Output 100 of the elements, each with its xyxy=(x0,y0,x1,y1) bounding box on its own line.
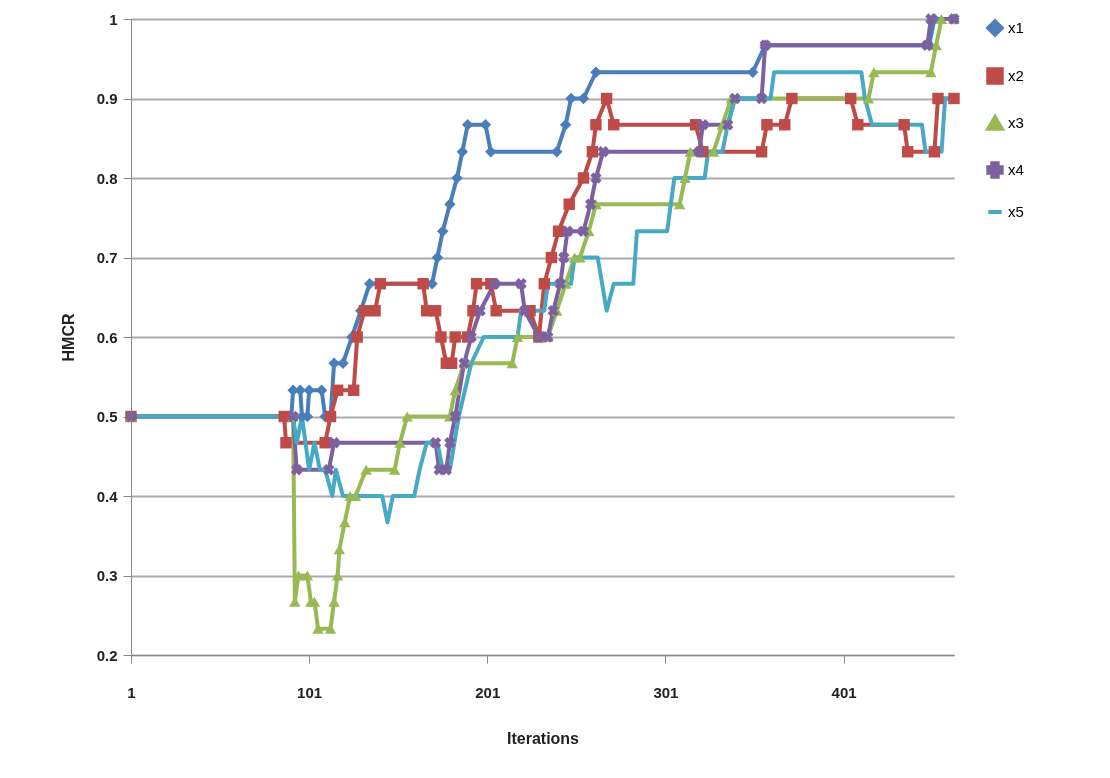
x-tick-label: 101 xyxy=(297,683,323,701)
legend-label: x5 xyxy=(1008,203,1024,220)
point xyxy=(722,119,734,131)
point xyxy=(278,410,290,423)
point xyxy=(374,278,387,290)
point xyxy=(898,119,910,131)
y-tick-label: 0.9 xyxy=(96,90,118,107)
point xyxy=(577,225,590,237)
point xyxy=(561,225,574,237)
point xyxy=(590,172,602,184)
legend-label: x4 xyxy=(1008,161,1024,178)
y-tick-label: 0.2 xyxy=(96,646,118,664)
legend-label: x2 xyxy=(1008,67,1024,84)
point xyxy=(444,198,456,210)
point xyxy=(932,92,944,105)
point xyxy=(347,384,360,396)
point xyxy=(490,305,502,317)
point xyxy=(437,225,449,237)
point xyxy=(755,92,768,105)
point xyxy=(369,305,381,317)
point xyxy=(844,92,857,105)
point xyxy=(449,410,461,423)
point xyxy=(935,14,948,24)
point xyxy=(515,278,527,290)
point xyxy=(351,331,363,343)
point xyxy=(449,331,461,343)
point xyxy=(519,305,531,317)
point xyxy=(755,146,768,158)
point xyxy=(574,252,586,263)
point xyxy=(331,384,344,396)
legend-label: x3 xyxy=(1008,114,1024,131)
point xyxy=(429,305,442,317)
point xyxy=(868,67,880,78)
point xyxy=(786,92,798,105)
point xyxy=(291,464,303,476)
point xyxy=(551,146,563,158)
point xyxy=(435,331,447,343)
point xyxy=(456,146,469,158)
point xyxy=(308,596,321,607)
x-axis-title: Iterations xyxy=(506,729,580,747)
y-axis-title: HMCR xyxy=(59,313,77,362)
point xyxy=(600,92,613,105)
point xyxy=(444,437,456,449)
point xyxy=(323,464,335,476)
x-tick-label: 401 xyxy=(831,683,857,701)
y-tick-label: 1 xyxy=(109,10,118,28)
point xyxy=(928,146,941,158)
point xyxy=(449,385,461,396)
y-tick-label: 0.5 xyxy=(96,408,118,425)
point xyxy=(697,119,709,131)
point xyxy=(684,146,697,157)
point xyxy=(608,119,620,131)
point xyxy=(577,172,590,184)
x-tick-label: 301 xyxy=(653,683,679,701)
y-tick-label: 0.7 xyxy=(96,249,118,266)
point xyxy=(554,278,566,290)
point xyxy=(693,146,705,158)
point xyxy=(280,437,292,449)
y-tick-label: 0.6 xyxy=(96,328,118,346)
point xyxy=(451,172,463,184)
legend-label: x1 xyxy=(1008,19,1024,36)
y-tick-label: 0.3 xyxy=(96,567,118,584)
point xyxy=(547,305,559,317)
point xyxy=(328,437,340,449)
point xyxy=(445,357,458,369)
x-tick-label: 201 xyxy=(475,683,501,701)
point xyxy=(360,464,372,475)
point xyxy=(538,278,550,290)
point xyxy=(862,93,875,104)
point xyxy=(545,251,558,264)
point xyxy=(303,384,315,396)
point xyxy=(333,544,346,555)
point xyxy=(558,251,570,264)
point xyxy=(852,119,864,131)
point xyxy=(586,146,599,158)
point xyxy=(429,437,442,449)
point xyxy=(488,278,501,290)
point xyxy=(747,66,759,78)
point xyxy=(470,278,483,290)
point xyxy=(431,251,444,264)
point xyxy=(948,92,960,105)
point xyxy=(597,146,609,158)
point xyxy=(673,199,686,210)
point xyxy=(417,278,429,290)
point xyxy=(401,411,413,422)
y-tick-label: 0.4 xyxy=(96,487,119,505)
point xyxy=(301,570,314,581)
point xyxy=(590,119,602,131)
point xyxy=(559,119,572,131)
point xyxy=(779,119,791,131)
point xyxy=(584,198,597,210)
point xyxy=(474,305,486,317)
point xyxy=(319,437,331,449)
point xyxy=(511,332,524,342)
y-tick-label: 0.8 xyxy=(96,169,118,187)
point xyxy=(563,198,575,210)
point xyxy=(729,92,741,105)
point xyxy=(761,119,773,131)
point xyxy=(925,13,937,25)
point xyxy=(901,146,914,158)
